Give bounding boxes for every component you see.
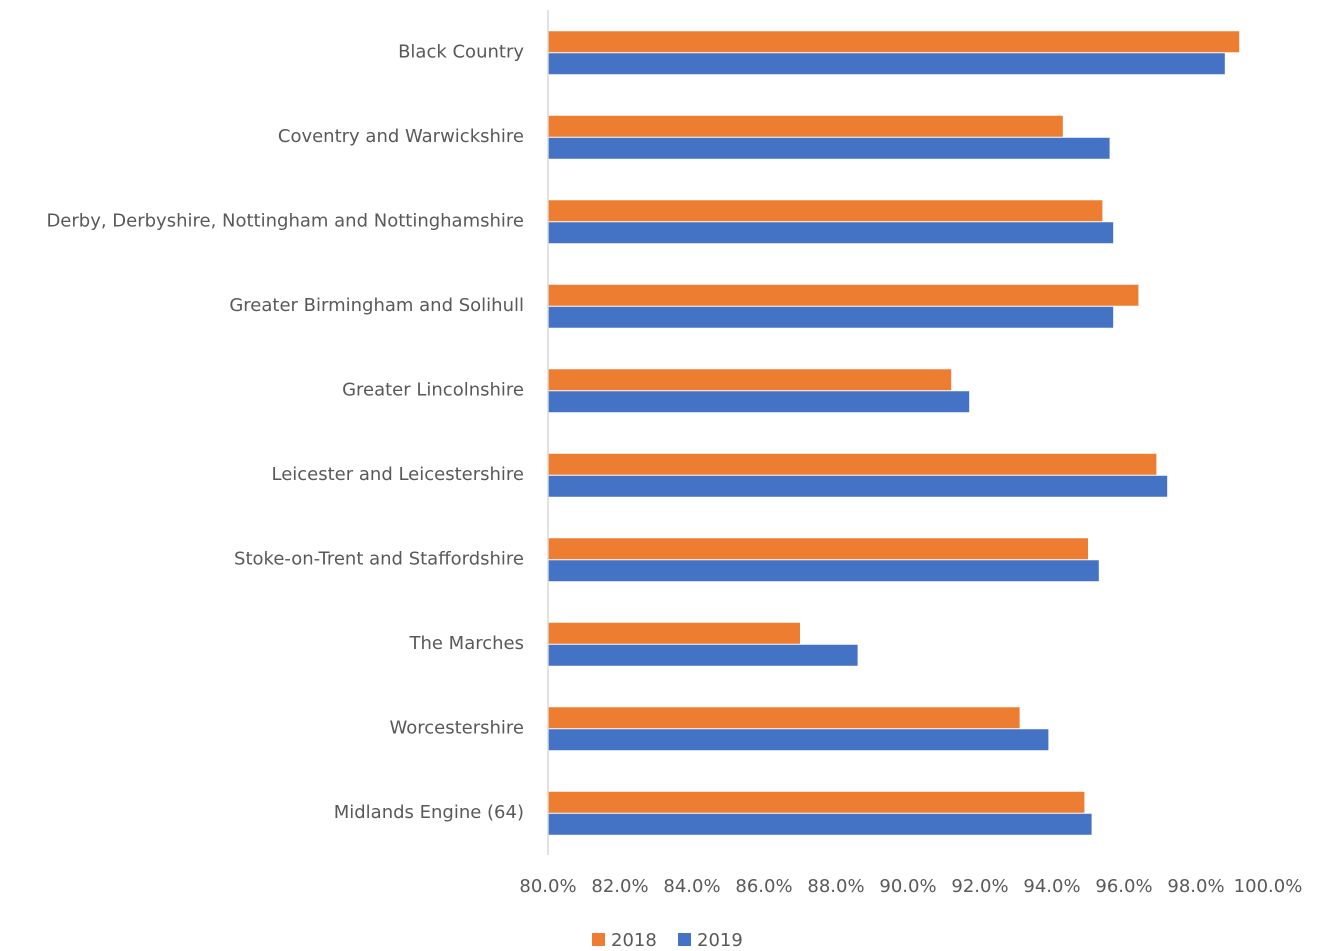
x-tick-label: 92.0% [951,876,1008,897]
x-tick-label: 98.0% [1167,876,1224,897]
y-tick-label: Midlands Engine (64) [334,802,524,823]
bar [548,137,1110,159]
y-tick-label: Worcestershire [389,717,524,738]
y-tick-label: Derby, Derbyshire, Nottingham and Nottin… [46,210,524,231]
x-tick-label: 86.0% [735,876,792,897]
bar [548,31,1240,53]
bar [548,53,1225,75]
x-tick-label: 96.0% [1095,876,1152,897]
y-tick-label: Greater Birmingham and Solihull [229,295,524,316]
x-tick-label: 80.0% [519,876,576,897]
bar [548,813,1092,835]
x-tick-label: 88.0% [807,876,864,897]
x-tick-label: 100.0% [1234,876,1303,897]
legend-swatch [678,933,691,946]
legend-label: 2018 [611,930,657,951]
bar [548,622,800,644]
bar [548,538,1088,560]
bar [548,560,1099,582]
x-tick-label: 82.0% [591,876,648,897]
bar [548,644,858,666]
bar [548,284,1139,306]
bar [548,729,1049,751]
bar [548,475,1168,497]
legend-swatch [592,933,605,946]
y-tick-label: Greater Lincolnshire [342,379,524,400]
y-tick-label: Leicester and Leicestershire [271,464,524,485]
y-tick-label: The Marches [408,633,524,654]
legend-label: 2019 [697,930,743,951]
bar [548,453,1157,475]
bar [548,391,970,413]
y-tick-label: Coventry and Warwickshire [278,126,524,147]
y-tick-label: Stoke-on-Trent and Staffordshire [234,548,524,569]
bar [548,306,1114,328]
x-tick-label: 90.0% [879,876,936,897]
bar [548,200,1103,222]
x-tick-label: 84.0% [663,876,720,897]
bar [548,369,952,391]
bar [548,791,1085,813]
bar [548,222,1114,244]
x-tick-label: 94.0% [1023,876,1080,897]
bar [548,115,1063,137]
y-tick-label: Black Country [398,41,524,62]
bar [548,707,1020,729]
